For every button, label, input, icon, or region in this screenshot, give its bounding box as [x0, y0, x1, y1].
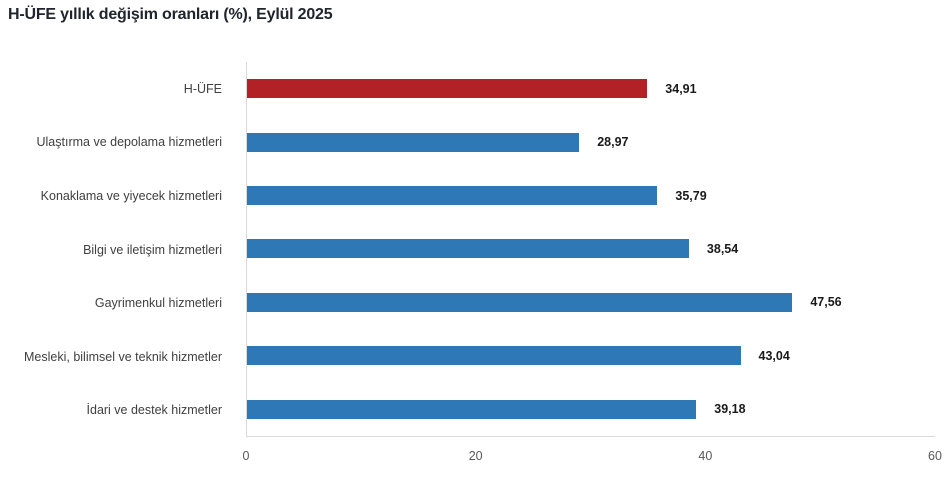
- x-tick-label: 20: [468, 449, 483, 463]
- value-label: 43,04: [758, 348, 790, 363]
- category-label: İdari ve destek hizmetler: [86, 403, 222, 418]
- value-label: 38,54: [706, 241, 739, 256]
- value-label: 47,56: [810, 295, 842, 310]
- category-label: Gayrimenkul hizmetleri: [94, 296, 222, 311]
- x-tick-label: 60: [928, 449, 942, 463]
- category-label: Konaklama ve yiyecek hizmetleri: [40, 188, 222, 203]
- category-label: Ulaştırma ve depolama hizmetleri: [36, 135, 223, 150]
- value-label: 28,97: [597, 135, 629, 150]
- bar: [247, 292, 793, 312]
- category-label: Bilgi ve iletişim hizmetleri: [83, 242, 222, 257]
- bar-row: 35,79: [247, 169, 935, 222]
- bar-row: 34,91: [247, 62, 935, 115]
- bar: [247, 132, 580, 152]
- value-label: 39,18: [714, 402, 746, 417]
- bar: [247, 399, 697, 419]
- plot-area: 34,91 28,97 35,79 38,54 47,56 43,04 39,18: [246, 62, 935, 437]
- value-label: 35,79: [675, 188, 707, 203]
- value-label: 34,91: [665, 81, 697, 96]
- bar: [247, 79, 648, 99]
- bar-row: 28,97: [247, 115, 935, 168]
- bar: [247, 239, 689, 259]
- bar-row: 38,54: [247, 222, 935, 275]
- x-tick-label: 0: [242, 449, 250, 463]
- bar: [247, 346, 741, 366]
- category-labels: H-ÜFE Ulaştırma ve depolama hizmetleri Kon…: [0, 62, 234, 437]
- category-label: H-ÜFE: [183, 81, 222, 96]
- category-label: Mesleki, bilimsel ve teknik hizmetler: [24, 349, 222, 364]
- x-tick-label: 40: [698, 449, 713, 463]
- bar-row: 47,56: [247, 276, 935, 329]
- bar: [247, 186, 658, 206]
- x-axis-ticks: 0 20 40 60: [242, 449, 942, 469]
- bar-row: 43,04: [247, 329, 935, 382]
- bar-row: 39,18: [247, 383, 935, 436]
- chart-title: H-ÜFE yıllık değişim oranları (%), Eylül…: [8, 6, 333, 23]
